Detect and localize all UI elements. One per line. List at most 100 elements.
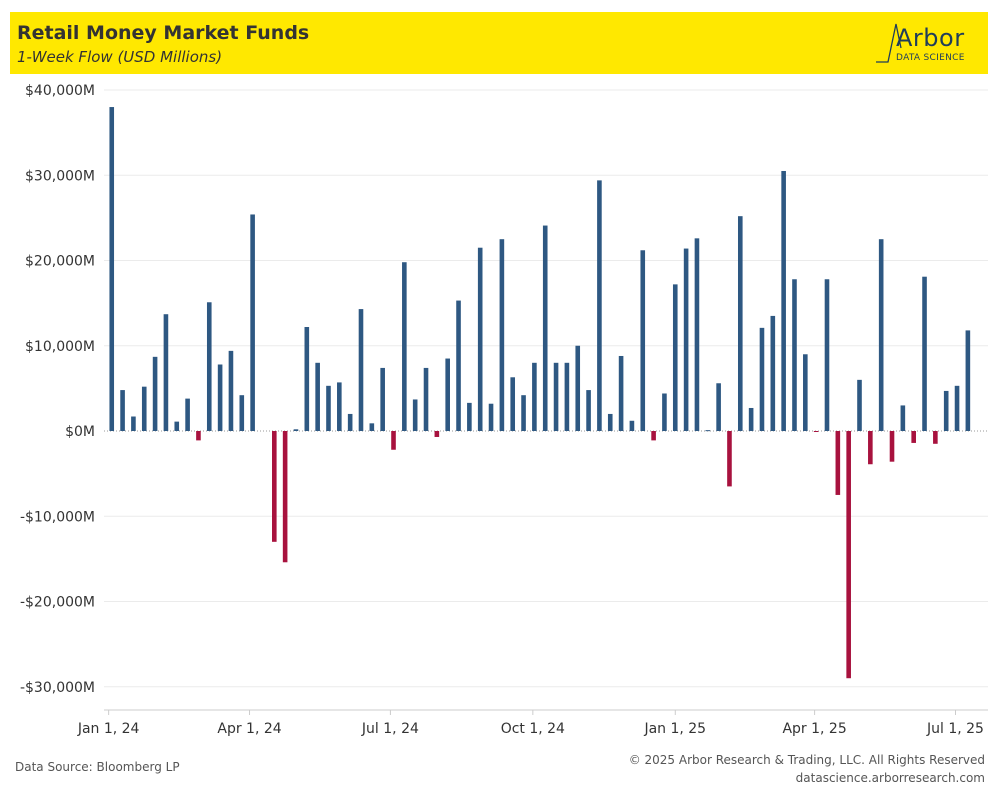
bar-outflow (727, 431, 732, 487)
bar-inflow (206, 302, 212, 431)
bar-inflow (445, 358, 450, 431)
y-tick-label: $0M (65, 424, 95, 440)
data-source: Data Source: Bloomberg LP (15, 760, 180, 774)
bar-inflow (120, 390, 125, 431)
bar-inflow (759, 327, 765, 431)
x-tick-label: Jul 1, 25 (926, 721, 984, 737)
bar-inflow (423, 367, 429, 431)
bar-inflow (597, 180, 602, 431)
bar-inflow (293, 429, 299, 431)
bar-inflow (337, 382, 342, 431)
bar-inflow (705, 430, 711, 432)
bar-inflow (965, 330, 971, 431)
x-tick-label: Apr 1, 25 (782, 721, 846, 737)
bar-inflow (803, 354, 808, 431)
bar-inflow (553, 362, 559, 431)
bar-inflow (683, 248, 689, 431)
bar-inflow (131, 416, 136, 431)
y-tick-label: $20,000M (25, 254, 95, 270)
x-tick-label: Oct 1, 24 (501, 721, 565, 737)
bar-inflow (250, 214, 255, 431)
bar-chart: $40,000M $30,000M $20,000M $10,000M $0M -$10,… (20, 83, 988, 737)
bar-inflow (109, 107, 115, 432)
bar-inflow (716, 383, 721, 431)
bar-inflow (369, 423, 375, 431)
bar-inflow (586, 390, 591, 431)
y-tick-label: -$10,000M (20, 509, 95, 525)
website-url: datascience.arborresearch.com (795, 771, 985, 785)
bar-inflow (575, 345, 581, 431)
bar-outflow (911, 431, 916, 443)
bar-inflow (662, 393, 667, 431)
bar-inflow (878, 239, 884, 431)
bar-inflow (402, 262, 407, 431)
bar-inflow (380, 367, 385, 431)
bar-inflow (326, 385, 331, 431)
bar-inflow (748, 407, 754, 431)
bar-outflow (835, 431, 841, 495)
bar-inflow (954, 385, 960, 431)
bar-outflow (889, 431, 895, 462)
bar-inflow (477, 247, 483, 431)
x-tick-label: Jan 1, 24 (77, 721, 140, 737)
bar-inflow (694, 238, 700, 431)
bar-inflow (857, 379, 862, 431)
bar-inflow (217, 364, 223, 431)
y-tick-label: -$20,000M (20, 595, 95, 611)
bar-inflow (564, 362, 570, 431)
bar-inflow (922, 276, 927, 431)
bar-inflow (510, 377, 516, 431)
bar-inflow (640, 250, 646, 431)
copyright-text: © 2025 Arbor Research & Trading, LLC. Al… (628, 753, 985, 767)
y-tick-label: $30,000M (25, 168, 95, 184)
bar-outflow (868, 431, 873, 465)
bar-inflow (467, 402, 472, 431)
bar-inflow (456, 300, 461, 431)
bar-inflow (900, 405, 906, 431)
bar-inflow (672, 284, 678, 431)
bar-outflow (196, 431, 201, 441)
bar-inflow (152, 356, 158, 431)
footer-credits: © 2025 Arbor Research & Trading, LLC. Al… (629, 751, 985, 787)
bar-inflow (488, 403, 494, 431)
arbor-logo: Arbor DATA SCIENCE (874, 20, 974, 70)
bar-inflow (943, 390, 949, 431)
x-tick-label: Jan 1, 25 (643, 721, 706, 737)
bar-outflow (272, 431, 277, 542)
bar-inflow (174, 421, 180, 431)
bar-inflow (521, 395, 526, 431)
bar-inflow (737, 216, 743, 431)
bar-outflow (933, 431, 938, 444)
bar-inflow (141, 386, 147, 431)
y-tick-label: -$30,000M (20, 680, 95, 696)
bar-inflow (228, 350, 234, 431)
bar-inflow (542, 225, 548, 431)
bar-outflow (434, 431, 440, 437)
bar-inflow (781, 170, 786, 432)
chart-subtitle: 1-Week Flow (USD Millions) (17, 48, 223, 66)
bar-inflow (315, 362, 320, 431)
bar-inflow (358, 309, 364, 431)
bar-inflow (770, 315, 776, 431)
bar-inflow (185, 398, 190, 431)
bar-inflow (607, 413, 613, 431)
bar-inflow (629, 420, 635, 431)
bar-inflow (304, 327, 310, 431)
bar-inflow (499, 239, 505, 431)
x-tick-label: Jul 1, 24 (361, 721, 419, 737)
arbor-logo-subtext: DATA SCIENCE (896, 53, 965, 63)
bar-inflow (347, 413, 353, 431)
bar-outflow (282, 431, 288, 563)
chart-header: Retail Money Market Funds 1-Week Flow (U… (10, 12, 988, 74)
bar-outflow (391, 431, 396, 450)
bar-outflow (651, 431, 656, 441)
arbor-logo-word: Arbor (896, 24, 965, 52)
bar-inflow (163, 314, 169, 431)
y-tick-label: $40,000M (25, 83, 95, 99)
bar-inflow (532, 362, 537, 431)
bar-inflow (239, 395, 245, 431)
bar-inflow (618, 355, 624, 431)
bar-inflow (792, 279, 797, 431)
bar-inflow (824, 279, 830, 431)
arbor-logo-mark-icon (876, 23, 902, 63)
